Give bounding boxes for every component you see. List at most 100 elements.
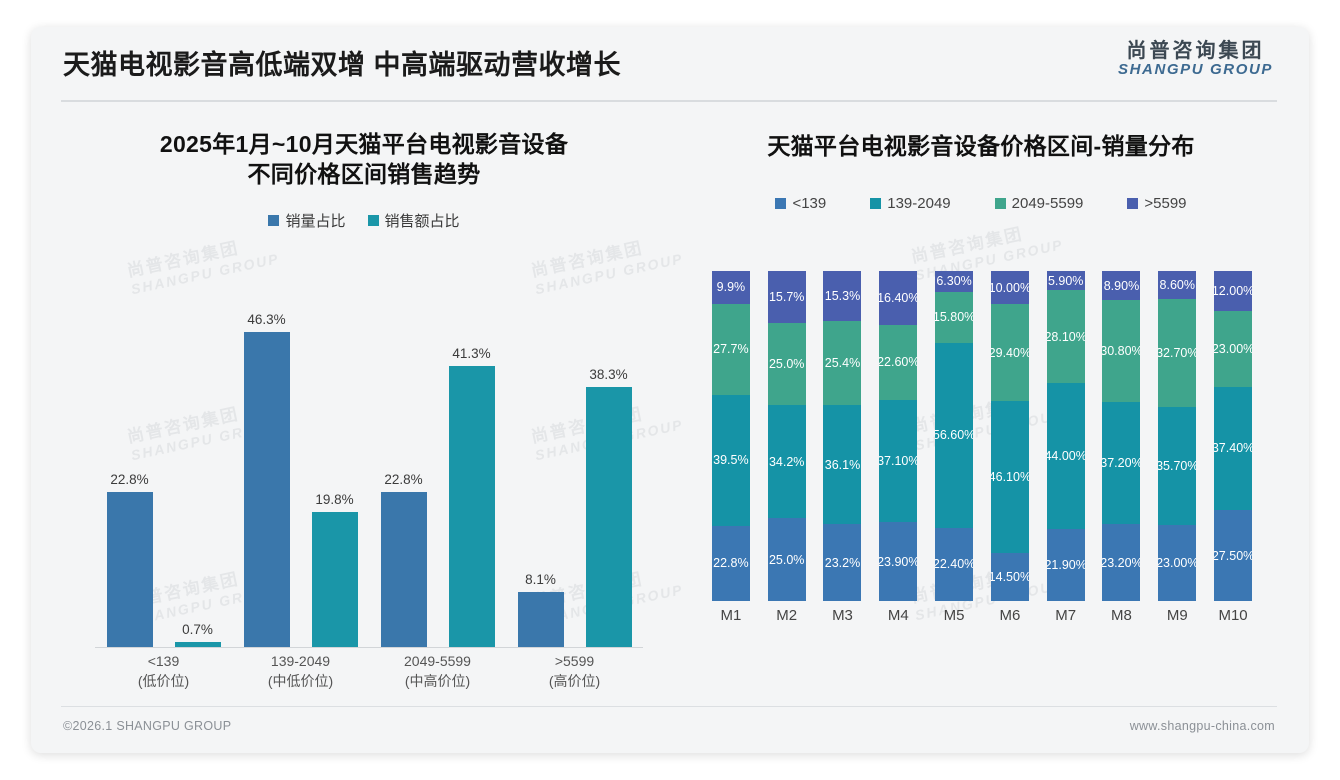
x-axis-tick-sublabel: (低价位) xyxy=(137,673,190,690)
page-title: 天猫电视影音高低端双增 中高端驱动营收增长 xyxy=(63,50,622,80)
stacked-bar-column[interactable]: 9.9% 27.7% 39.5% 22.8% xyxy=(703,271,759,601)
bar[interactable] xyxy=(106,491,153,647)
stacked-bar-segment[interactable]: 12.00% xyxy=(1214,271,1253,311)
bar-column[interactable]: 41.3% xyxy=(448,279,495,647)
segment-value-label: 15.3% xyxy=(824,289,861,304)
bar-column[interactable]: 22.8% xyxy=(380,279,427,647)
stacked-bar-segment[interactable]: 23.20% xyxy=(1102,524,1141,601)
bar-column[interactable]: 19.8% xyxy=(311,279,358,647)
segment-value-label: 9.9% xyxy=(716,280,746,295)
stacked-bar: 6.30% 15.80% 56.60% 22.40% xyxy=(935,271,974,601)
bar[interactable] xyxy=(174,642,221,647)
stacked-bar-segment[interactable]: 25.4% xyxy=(823,321,862,406)
stacked-bar-segment[interactable]: 34.2% xyxy=(767,405,806,519)
stacked-bar-segment[interactable]: 56.60% xyxy=(935,343,974,528)
legend-item[interactable]: >5599 xyxy=(1127,195,1187,212)
stacked-bar-column[interactable]: 8.90% 30.80% 37.20% 23.20% xyxy=(1094,271,1150,601)
stacked-bar: 8.90% 30.80% 37.20% 23.20% xyxy=(1102,271,1141,601)
stacked-bar-segment[interactable]: 39.5% xyxy=(711,395,750,526)
stacked-bar-segment[interactable]: 23.00% xyxy=(1158,525,1197,601)
stacked-bar-segment[interactable]: 6.30% xyxy=(935,271,974,292)
stacked-bar-segment[interactable]: 16.40% xyxy=(879,271,918,326)
stacked-bar-segment[interactable]: 46.10% xyxy=(990,401,1029,554)
stacked-bar: 5.90% 28.10% 44.00% 21.90% xyxy=(1046,271,1085,601)
stacked-bar-segment[interactable]: 37.40% xyxy=(1214,386,1253,511)
segment-value-label: 22.8% xyxy=(713,556,749,571)
segment-value-label: 27.50% xyxy=(1214,548,1253,563)
bar-column[interactable]: 46.3% xyxy=(243,279,290,647)
stacked-bar-segment[interactable]: 37.10% xyxy=(879,399,918,523)
bar[interactable] xyxy=(585,386,632,647)
stacked-bar-segment[interactable]: 25.0% xyxy=(767,322,806,406)
stacked-bar-segment[interactable]: 15.3% xyxy=(823,271,862,322)
stacked-bar-segment[interactable]: 22.60% xyxy=(879,325,918,400)
stacked-bar-segment[interactable]: 28.10% xyxy=(1046,290,1085,384)
stacked-bar-segment[interactable]: 27.7% xyxy=(711,303,750,396)
stacked-bar-segment[interactable]: 23.90% xyxy=(879,522,918,601)
stacked-bar-segment[interactable]: 9.9% xyxy=(711,271,750,304)
segment-value-label: 23.20% xyxy=(1102,555,1141,570)
legend-item[interactable]: 139-2049 xyxy=(870,195,951,212)
bar-column[interactable]: 0.7% xyxy=(174,279,221,647)
legend-item[interactable]: 销量占比 xyxy=(268,210,346,231)
stacked-bar-x-axis: M1 M2 M3 M4 M5 M6 M7 M8 M9 M10 xyxy=(703,607,1261,624)
stacked-bar-column[interactable]: 15.3% 25.4% 36.1% 23.2% xyxy=(815,271,871,601)
stacked-bar-column[interactable]: 8.60% 32.70% 35.70% 23.00% xyxy=(1149,271,1205,601)
bar[interactable] xyxy=(380,491,427,647)
segment-value-label: 8.90% xyxy=(1103,278,1140,293)
bar[interactable] xyxy=(517,591,564,647)
stacked-bar-segment[interactable]: 10.00% xyxy=(990,271,1029,304)
stacked-bar-segment[interactable]: 21.90% xyxy=(1046,528,1085,601)
x-axis-tick-label: <139 xyxy=(147,653,180,669)
segment-value-label: 37.20% xyxy=(1102,456,1141,471)
legend-swatch-icon xyxy=(994,198,1006,210)
stacked-bar-column[interactable]: 16.40% 22.60% 37.10% 23.90% xyxy=(870,271,926,601)
bar-column[interactable]: 38.3% xyxy=(585,279,632,647)
legend-item[interactable]: 销售额占比 xyxy=(367,210,460,231)
footer-website[interactable]: www.shangpu-china.com xyxy=(1129,719,1275,733)
stacked-bar-segment[interactable]: 29.40% xyxy=(990,304,1029,402)
left-chart-title-line1: 2025年1月~10月天猫平台电视影音设备 xyxy=(159,131,569,157)
stacked-bar-segment[interactable]: 15.80% xyxy=(935,291,974,344)
stacked-bar-segment[interactable]: 15.7% xyxy=(767,271,806,323)
bar[interactable] xyxy=(448,366,495,647)
legend-swatch-icon xyxy=(870,198,882,210)
legend-item[interactable]: <139 xyxy=(775,195,826,212)
stacked-bar-segment[interactable]: 30.80% xyxy=(1102,300,1141,402)
logo-chinese-text: 尚普咨询集团 xyxy=(1126,40,1265,62)
stacked-bar-segment[interactable]: 32.70% xyxy=(1158,299,1197,408)
legend-item-label: 2049-5599 xyxy=(1011,195,1084,213)
stacked-bar-segment[interactable]: 8.90% xyxy=(1102,271,1141,301)
stacked-bar-column[interactable]: 15.7% 25.0% 34.2% 25.0% xyxy=(759,271,815,601)
bar[interactable] xyxy=(243,332,290,647)
segment-value-label: 12.00% xyxy=(1214,283,1253,298)
bar-value-label: 8.1% xyxy=(525,571,556,587)
stacked-bar-column[interactable]: 12.00% 23.00% 37.40% 27.50% xyxy=(1205,271,1261,601)
stacked-bar-segment[interactable]: 44.00% xyxy=(1046,383,1085,529)
stacked-bar-segment[interactable]: 22.8% xyxy=(711,525,750,601)
stacked-bar-segment[interactable]: 23.00% xyxy=(1214,310,1253,387)
segment-value-label: 25.0% xyxy=(768,357,805,372)
stacked-bar-segment[interactable]: 22.40% xyxy=(935,527,974,601)
stacked-bar-column[interactable]: 6.30% 15.80% 56.60% 22.40% xyxy=(926,271,982,601)
bar-column[interactable]: 8.1% xyxy=(517,279,564,647)
stacked-bar-segment[interactable]: 36.1% xyxy=(823,405,862,525)
x-axis-tick-label: M6 xyxy=(999,607,1021,624)
stacked-bar-segment[interactable]: 35.70% xyxy=(1158,407,1197,526)
stacked-bar-segment[interactable]: 23.2% xyxy=(823,524,862,601)
stacked-bar-segment[interactable]: 8.60% xyxy=(1158,271,1197,300)
stacked-bar-segment[interactable]: 5.90% xyxy=(1046,271,1085,291)
bar[interactable] xyxy=(311,512,358,647)
stacked-bar-column[interactable]: 10.00% 29.40% 46.10% 14.50% xyxy=(982,271,1038,601)
bar-column[interactable]: 22.8% xyxy=(106,279,153,647)
stacked-bar-segment[interactable]: 14.50% xyxy=(990,553,1029,601)
stacked-bar-segment[interactable]: 25.0% xyxy=(767,518,806,601)
x-axis-tick-label: M8 xyxy=(1111,607,1132,624)
stacked-bar-segment[interactable]: 27.50% xyxy=(1214,510,1253,601)
legend-item[interactable]: 2049-5599 xyxy=(994,195,1084,213)
stacked-bar-segment[interactable]: 37.20% xyxy=(1102,401,1141,525)
segment-value-label: 39.5% xyxy=(713,453,749,468)
segment-value-label: 30.80% xyxy=(1102,344,1141,359)
stacked-bar-column[interactable]: 5.90% 28.10% 44.00% 21.90% xyxy=(1038,271,1094,601)
legend-item-label: 销量占比 xyxy=(285,212,346,230)
